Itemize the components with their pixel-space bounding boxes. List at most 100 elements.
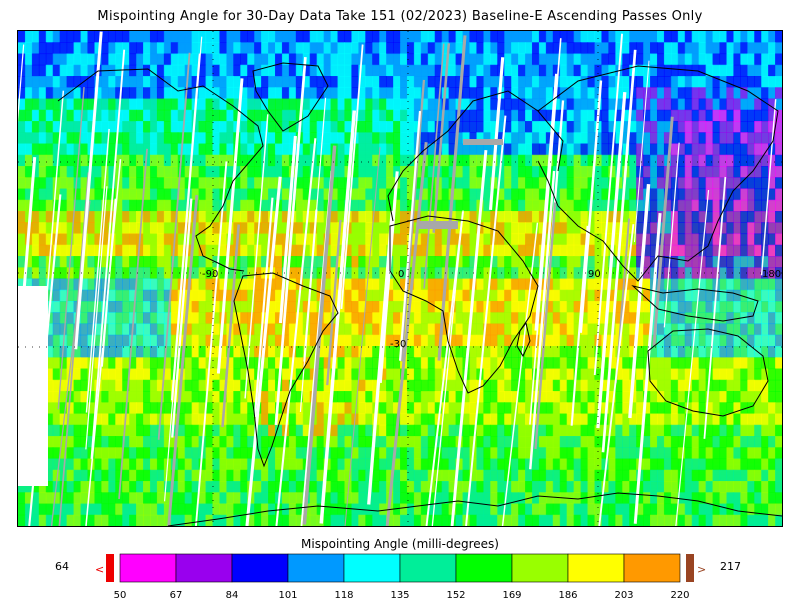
map-cell bbox=[559, 301, 568, 313]
map-cell bbox=[733, 447, 741, 460]
map-cell bbox=[115, 481, 123, 493]
map-cell bbox=[587, 233, 596, 246]
map-cell bbox=[601, 177, 609, 190]
map-cell bbox=[455, 256, 464, 268]
map-cell bbox=[219, 76, 227, 88]
map-cell bbox=[254, 222, 262, 235]
map-cell bbox=[538, 469, 547, 482]
map-cell bbox=[18, 514, 26, 526]
map-cell bbox=[226, 132, 234, 145]
map-cell bbox=[24, 98, 33, 111]
map-cell bbox=[775, 413, 782, 426]
map-cell bbox=[684, 132, 693, 145]
map-cell bbox=[643, 53, 651, 66]
map-cell bbox=[420, 64, 429, 77]
map-cell bbox=[198, 481, 207, 493]
map-cell bbox=[24, 188, 33, 201]
map-cell bbox=[80, 177, 89, 190]
map-cell bbox=[559, 458, 568, 471]
map-cell bbox=[393, 447, 401, 460]
map-cell bbox=[261, 447, 269, 460]
map-cell bbox=[448, 278, 457, 291]
map-cell bbox=[219, 514, 227, 526]
map-cell bbox=[573, 188, 582, 201]
map-cell bbox=[670, 413, 679, 426]
map-cell bbox=[601, 289, 609, 302]
map-cell bbox=[101, 357, 109, 370]
map-cell bbox=[580, 121, 589, 133]
map-cell bbox=[504, 492, 512, 505]
map-cell bbox=[247, 436, 255, 448]
map-cell bbox=[462, 391, 471, 403]
map-cell bbox=[205, 346, 214, 358]
map-cell bbox=[38, 132, 47, 145]
no-data-swath bbox=[423, 43, 445, 289]
map-cell bbox=[400, 413, 408, 426]
map-cell bbox=[775, 379, 782, 392]
map-cell bbox=[212, 357, 221, 370]
map-cell bbox=[650, 199, 658, 212]
map-cell bbox=[587, 109, 596, 122]
map-cell bbox=[115, 199, 123, 212]
map-cell bbox=[615, 42, 623, 55]
map-cell bbox=[698, 256, 707, 268]
map-cell bbox=[601, 109, 609, 122]
map-cell bbox=[108, 334, 116, 347]
swath-gap bbox=[529, 38, 562, 425]
map-cell bbox=[233, 64, 241, 77]
map-cell bbox=[691, 379, 700, 392]
map-cell bbox=[330, 64, 339, 77]
map-cell bbox=[205, 424, 214, 437]
map-panel[interactable]: -90 0 90 180 -30 bbox=[17, 30, 783, 527]
map-cell bbox=[281, 323, 290, 336]
map-cell bbox=[684, 199, 693, 212]
no-data-swath bbox=[400, 79, 426, 362]
map-cell bbox=[31, 64, 40, 77]
map-cell bbox=[747, 323, 755, 336]
map-cell bbox=[601, 256, 609, 268]
map-cell bbox=[309, 31, 318, 43]
map-cell bbox=[469, 222, 477, 235]
map-cell bbox=[59, 244, 68, 257]
map-cell bbox=[573, 436, 582, 448]
map-cell bbox=[330, 391, 339, 403]
map-cell bbox=[351, 143, 359, 156]
map-cell bbox=[212, 177, 221, 190]
map-cell bbox=[288, 481, 297, 493]
map-cell bbox=[316, 402, 325, 415]
map-cell bbox=[656, 402, 665, 415]
map-cell bbox=[413, 346, 422, 358]
map-cell bbox=[52, 289, 61, 302]
map-cell bbox=[240, 154, 248, 167]
map-cell bbox=[511, 424, 519, 437]
map-cell bbox=[122, 121, 130, 133]
map-cell bbox=[775, 301, 782, 313]
map-cell bbox=[205, 31, 214, 43]
map-cell bbox=[531, 413, 540, 426]
map-cell bbox=[538, 424, 547, 437]
map-cell bbox=[379, 87, 387, 100]
map-cell bbox=[698, 413, 707, 426]
map-cell bbox=[143, 166, 151, 178]
map-cell bbox=[372, 211, 380, 223]
map-cell bbox=[344, 469, 352, 482]
map-cell bbox=[254, 312, 262, 325]
map-cell bbox=[101, 379, 109, 392]
map-cell bbox=[684, 413, 693, 426]
colorbar-over-arrow: > bbox=[697, 563, 706, 576]
map-cell bbox=[733, 177, 741, 190]
no-data-swath bbox=[344, 147, 381, 526]
map-cell bbox=[622, 413, 630, 426]
map-cell bbox=[136, 391, 144, 403]
map-cell bbox=[136, 514, 144, 526]
map-cell bbox=[247, 278, 255, 291]
map-cell bbox=[455, 121, 464, 133]
map-cell bbox=[538, 121, 547, 133]
map-cell bbox=[705, 143, 714, 156]
map-cell bbox=[587, 87, 596, 100]
map-cell bbox=[191, 121, 200, 133]
map-cell bbox=[400, 391, 408, 403]
map-cell bbox=[587, 177, 596, 190]
map-cell bbox=[469, 121, 477, 133]
map-cell bbox=[643, 424, 651, 437]
